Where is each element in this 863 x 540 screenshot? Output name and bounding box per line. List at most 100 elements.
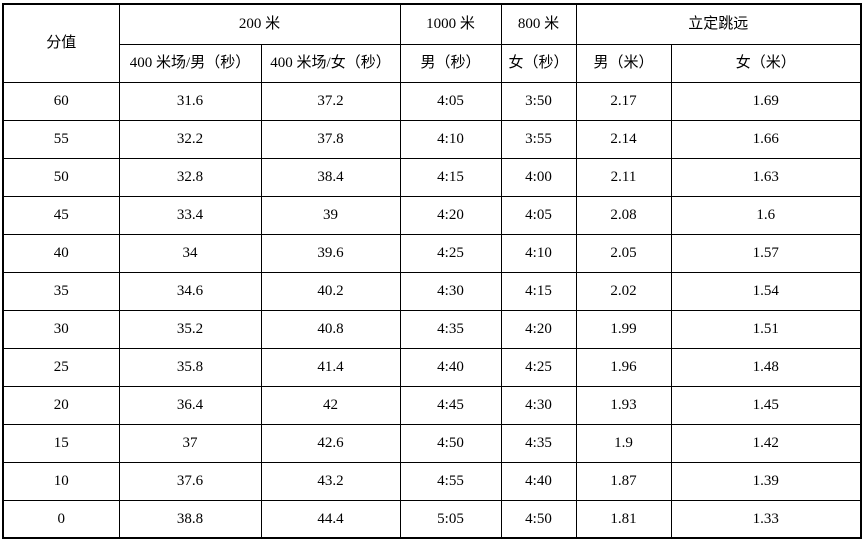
score-cell: 60	[2, 81, 120, 121]
value-cell: 1.81	[575, 499, 672, 539]
value-cell: 4:45	[399, 385, 502, 425]
value-cell: 34	[118, 233, 262, 273]
score-cell: 30	[2, 309, 120, 349]
value-cell: 1.9	[575, 423, 672, 463]
header-400m-female: 400 米场/女（秒）	[260, 43, 401, 83]
score-cell: 35	[2, 271, 120, 311]
value-cell: 4:15	[500, 271, 577, 311]
value-cell: 4:00	[500, 157, 577, 197]
value-cell: 2.14	[575, 119, 672, 159]
header-group-200m: 200 米	[118, 3, 401, 45]
value-cell: 35.2	[118, 309, 262, 349]
value-cell: 41.4	[260, 347, 401, 387]
score-cell: 50	[2, 157, 120, 197]
value-cell: 1.6	[670, 195, 862, 235]
value-cell: 2.08	[575, 195, 672, 235]
value-cell: 32.2	[118, 119, 262, 159]
value-cell: 1.69	[670, 81, 862, 121]
value-cell: 4:10	[500, 233, 577, 273]
value-cell: 2.17	[575, 81, 672, 121]
value-cell: 4:30	[399, 271, 502, 311]
score-cell: 20	[2, 385, 120, 425]
value-cell: 39	[260, 195, 401, 235]
value-cell: 1.54	[670, 271, 862, 311]
value-cell: 38.4	[260, 157, 401, 197]
value-cell: 40.2	[260, 271, 401, 311]
value-cell: 4:50	[399, 423, 502, 463]
value-cell: 1.63	[670, 157, 862, 197]
value-cell: 4:05	[399, 81, 502, 121]
value-cell: 1.93	[575, 385, 672, 425]
value-cell: 1.99	[575, 309, 672, 349]
score-cell: 15	[2, 423, 120, 463]
value-cell: 36.4	[118, 385, 262, 425]
table-row: 10 37.6 43.2 4:55 4:40 1.87 1.39	[2, 461, 862, 501]
value-cell: 1.96	[575, 347, 672, 387]
header-800m-female: 女（秒）	[500, 43, 577, 83]
table-row: 35 34.6 40.2 4:30 4:15 2.02 1.54	[2, 271, 862, 311]
table-row: 20 36.4 42 4:45 4:30 1.93 1.45	[2, 385, 862, 425]
table-body: 60 31.6 37.2 4:05 3:50 2.17 1.69 55 32.2 37.8 4:10…	[2, 81, 862, 539]
value-cell: 2.11	[575, 157, 672, 197]
header-jump-female: 女（米）	[670, 43, 862, 83]
value-cell: 43.2	[260, 461, 401, 501]
value-cell: 4:15	[399, 157, 502, 197]
table-row: 30 35.2 40.8 4:35 4:20 1.99 1.51	[2, 309, 862, 349]
table-row: 25 35.8 41.4 4:40 4:25 1.96 1.48	[2, 347, 862, 387]
value-cell: 1.87	[575, 461, 672, 501]
value-cell: 37.2	[260, 81, 401, 121]
score-cell: 55	[2, 119, 120, 159]
value-cell: 4:20	[399, 195, 502, 235]
value-cell: 37.8	[260, 119, 401, 159]
score-table: 分值 200 米 1000 米 800 米 立定跳远 400 米场/男（秒） 4…	[2, 3, 863, 539]
header-group-1000m: 1000 米	[399, 3, 502, 45]
header-1000m-male: 男（秒）	[399, 43, 502, 83]
score-cell: 10	[2, 461, 120, 501]
value-cell: 34.6	[118, 271, 262, 311]
value-cell: 33.4	[118, 195, 262, 235]
header-row-groups: 分值 200 米 1000 米 800 米 立定跳远	[2, 3, 862, 83]
value-cell: 4:10	[399, 119, 502, 159]
value-cell: 1.45	[670, 385, 862, 425]
table-row: 55 32.2 37.8 4:10 3:55 2.14 1.66	[2, 119, 862, 159]
value-cell: 4:35	[500, 423, 577, 463]
table-header: 分值 200 米 1000 米 800 米 立定跳远 400 米场/男（秒） 4…	[2, 3, 862, 83]
table-row: 50 32.8 38.4 4:15 4:00 2.11 1.63	[2, 157, 862, 197]
header-jump-male: 男（米）	[575, 43, 672, 83]
value-cell: 37.6	[118, 461, 262, 501]
score-cell: 45	[2, 195, 120, 235]
score-cell: 25	[2, 347, 120, 387]
value-cell: 4:30	[500, 385, 577, 425]
value-cell: 35.8	[118, 347, 262, 387]
value-cell: 4:50	[500, 499, 577, 539]
score-cell: 0	[2, 499, 120, 539]
value-cell: 4:20	[500, 309, 577, 349]
table-row: 45 33.4 39 4:20 4:05 2.08 1.6	[2, 195, 862, 235]
value-cell: 4:40	[399, 347, 502, 387]
score-cell: 40	[2, 233, 120, 273]
value-cell: 1.39	[670, 461, 862, 501]
value-cell: 4:25	[399, 233, 502, 273]
table-row: 60 31.6 37.2 4:05 3:50 2.17 1.69	[2, 81, 862, 121]
value-cell: 44.4	[260, 499, 401, 539]
value-cell: 4:55	[399, 461, 502, 501]
value-cell: 42	[260, 385, 401, 425]
value-cell: 1.66	[670, 119, 862, 159]
value-cell: 1.48	[670, 347, 862, 387]
value-cell: 37	[118, 423, 262, 463]
header-400m-male: 400 米场/男（秒）	[118, 43, 262, 83]
header-group-long-jump: 立定跳远	[575, 3, 862, 45]
value-cell: 4:05	[500, 195, 577, 235]
value-cell: 1.33	[670, 499, 862, 539]
table-row: 40 34 39.6 4:25 4:10 2.05 1.57	[2, 233, 862, 273]
value-cell: 2.05	[575, 233, 672, 273]
value-cell: 3:50	[500, 81, 577, 121]
value-cell: 40.8	[260, 309, 401, 349]
value-cell: 5:05	[399, 499, 502, 539]
value-cell: 4:35	[399, 309, 502, 349]
value-cell: 1.57	[670, 233, 862, 273]
value-cell: 32.8	[118, 157, 262, 197]
header-group-800m: 800 米	[500, 3, 577, 45]
value-cell: 42.6	[260, 423, 401, 463]
header-row-subcolumns: 400 米场/男（秒） 400 米场/女（秒） 男（秒） 女（秒） 男（米） 女…	[3, 43, 862, 83]
